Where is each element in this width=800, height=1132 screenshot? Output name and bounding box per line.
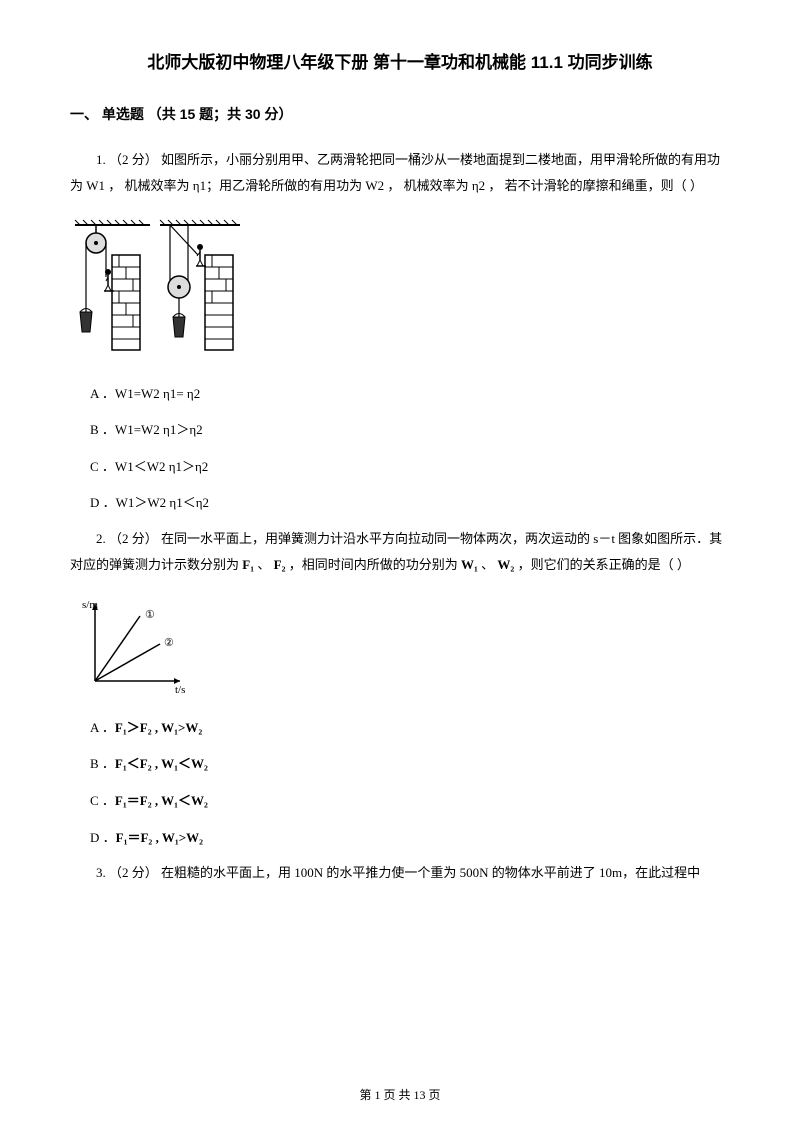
q1-points: （2 分）: [109, 152, 158, 167]
q1-text: 如图所示，小丽分别用甲、乙两滑轮把同一桶沙从一楼地面提到二楼地面，用甲滑轮所做的…: [70, 152, 720, 193]
q2-option-d: D ．F₁＝F₂ , W₁>W₂: [90, 824, 730, 853]
doc-title: 北师大版初中物理八年级下册 第十一章功和机械能 11.1 功同步训练: [70, 50, 730, 76]
section-header: 一、 单选题 （共 15 题；共 30 分）: [70, 104, 730, 125]
q2-f1: F₁: [242, 557, 254, 572]
q2-optD-pre: D ．: [90, 830, 116, 845]
section-num: 一、: [70, 106, 98, 122]
graph-xlabel: t/s: [175, 684, 185, 696]
q1-figure: [70, 217, 730, 362]
q2-w1: W₁: [461, 557, 478, 572]
q2-figure: s/m t/s ① ②: [70, 596, 730, 696]
q2-optA-f: F₁＞F₂ , W₁>W₂: [115, 720, 202, 735]
q2-f2: F₂: [274, 557, 286, 572]
graph-line1-label: ①: [145, 609, 155, 621]
q2-sep1: 、: [257, 557, 273, 572]
q1-option-a: A ．W1=W2 η1= η2: [90, 380, 730, 409]
q2-option-a: A ．F₁＞F₂ , W₁>W₂: [90, 714, 730, 743]
q2-optA-pre: A ．: [90, 720, 115, 735]
q1-option-c: C ．W1＜W2 η1＞η2: [90, 453, 730, 482]
q2-text-c: ，则它们的关系正确的是（ ）: [518, 557, 690, 572]
q3-points: （2 分）: [109, 865, 158, 880]
question-1: 1. （2 分） 如图所示，小丽分别用甲、乙两滑轮把同一桶沙从一楼地面提到二楼地…: [70, 147, 730, 199]
section-meta: （共 15 题；共 30 分）: [148, 106, 293, 122]
q2-text-b: ，相同时间内所做的功分别为: [289, 557, 461, 572]
q2-w2: W₂: [497, 557, 514, 572]
q2-optB-pre: B ．: [90, 756, 115, 771]
q2-option-c: C ．F₁＝F₂ , W₁＜W₂: [90, 787, 730, 816]
graph-line2-label: ②: [164, 637, 174, 649]
q2-points: （2 分）: [109, 531, 158, 546]
q1-option-b: B ．W1=W2 η1＞η2: [90, 416, 730, 445]
page-footer: 第 1 页 共 13 页: [0, 1086, 800, 1104]
graph-ylabel: s/m: [82, 599, 98, 611]
q2-num: 2.: [96, 531, 106, 546]
q1-option-d: D ．W1＞W2 η1＜η2: [90, 489, 730, 518]
question-3: 3. （2 分） 在粗糙的水平面上，用 100N 的水平推力使一个重为 500N…: [70, 860, 730, 886]
q3-text: 在粗糙的水平面上，用 100N 的水平推力使一个重为 500N 的物体水平前进了…: [161, 865, 700, 880]
q2-optC-f: F₁＝F₂ , W₁＜W₂: [115, 793, 208, 808]
q2-optB-f: F₁＜F₂ , W₁＜W₂: [115, 756, 208, 771]
pulley-diagram: [70, 217, 245, 362]
st-graph: s/m t/s ① ②: [80, 596, 195, 696]
section-label: 单选题: [102, 106, 144, 122]
q2-option-b: B ．F₁＜F₂ , W₁＜W₂: [90, 750, 730, 779]
q1-num: 1.: [96, 152, 106, 167]
q2-optC-pre: C ．: [90, 793, 115, 808]
question-2: 2. （2 分） 在同一水平面上，用弹簧测力计沿水平方向拉动同一物体两次，两次运…: [70, 526, 730, 578]
q2-optD-f: F₁＝F₂ , W₁>W₂: [116, 830, 203, 845]
q3-num: 3.: [96, 865, 106, 880]
q2-sep2: 、: [481, 557, 497, 572]
